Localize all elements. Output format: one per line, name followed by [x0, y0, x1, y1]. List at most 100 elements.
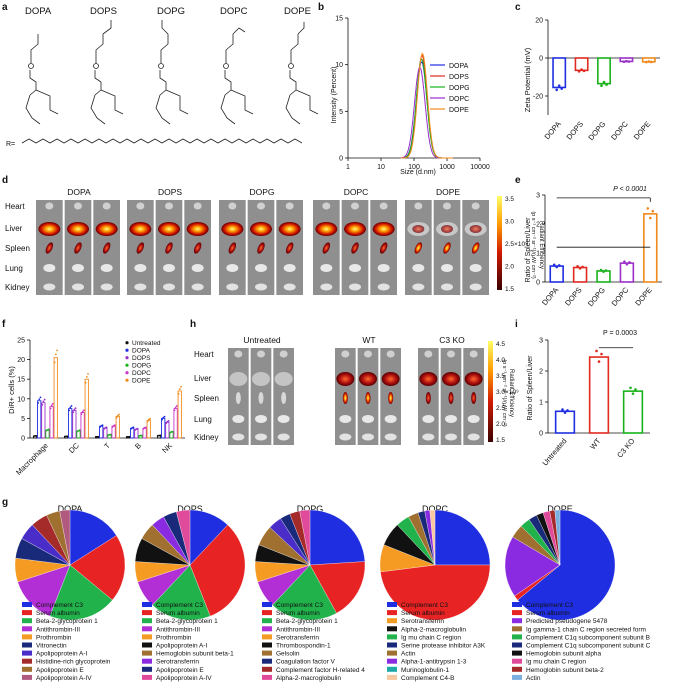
legend-label: Apolipoprotein A-I — [36, 651, 88, 658]
x-tick-label: 1 — [346, 164, 350, 171]
panel-i-spleen-liver-ratio: Ratio of Spleen/Liver P = 0.0003 0 1 2 3 Unt… — [527, 330, 650, 468]
legend-swatch — [142, 674, 152, 680]
data-point — [37, 402, 39, 404]
data-point — [115, 416, 118, 419]
data-point — [634, 388, 637, 391]
pie-slice — [49, 564, 113, 621]
heart-tissue — [102, 202, 111, 210]
legend-label: Hemoglobin subunit alpha — [526, 651, 602, 658]
x-tick-label: DOPA — [540, 286, 560, 308]
lung-tissue — [320, 264, 333, 272]
legend-swatch — [142, 634, 152, 640]
spleen-signal — [425, 392, 431, 404]
y-axis-label: Intensity (Percent) — [331, 67, 338, 124]
spleen-signal — [193, 242, 202, 254]
legend-swatch — [22, 658, 32, 664]
data-point — [581, 265, 584, 269]
bar-dc-dopa — [68, 408, 73, 439]
headgroup-chain — [30, 34, 39, 63]
x-tick-label: 1000 — [439, 164, 455, 171]
heart-tissue — [136, 202, 145, 210]
lung-tissue — [255, 415, 267, 423]
legend-label: Hemoglobin subunit beta-2 — [526, 667, 604, 674]
heart-tissue — [386, 350, 395, 358]
spleen-signal — [342, 392, 348, 404]
y-tick-label: 10 — [335, 62, 343, 69]
lung-tissue — [445, 415, 457, 423]
kidney-tissue — [441, 283, 453, 291]
lung-tissue — [412, 264, 425, 272]
legend-label: DOPA — [449, 63, 469, 70]
legend-swatch — [512, 658, 522, 664]
legend-label: Histidine-rich glycoprotein — [36, 659, 111, 666]
colorbar-title: Radiant Efficiency — [508, 369, 514, 417]
legend-swatch — [387, 602, 397, 607]
panel-h-imaging: Heart Liver Spleen Lung Kidney Untreated WT C3 … — [194, 335, 519, 445]
legend-marker — [125, 371, 129, 375]
legend-swatch — [387, 626, 397, 632]
data-point — [114, 424, 116, 427]
legend-swatch — [262, 642, 272, 648]
spleen-signal — [228, 242, 237, 254]
legend-swatch — [387, 634, 397, 640]
spleen-signal — [351, 242, 359, 254]
legend-label: Complement C3 — [276, 602, 323, 609]
data-point — [178, 388, 181, 390]
spleen-signal — [388, 392, 394, 404]
legend-swatch — [142, 666, 152, 672]
bar-t-dope — [115, 415, 120, 439]
group-label-wt: WT — [362, 335, 375, 345]
kidney-tissue — [100, 283, 113, 291]
spleen-signal — [448, 392, 454, 404]
legend-swatch — [22, 642, 32, 648]
heart-tissue — [45, 202, 54, 210]
phosphate-atom — [93, 63, 99, 69]
legend-label: DOPG — [449, 85, 470, 92]
lung-tissue — [467, 415, 480, 423]
liver-signal — [67, 222, 89, 236]
pie-slice — [176, 509, 191, 566]
kidney-tissue — [283, 283, 296, 291]
data-point — [84, 381, 87, 384]
bar-c3-ko — [622, 390, 644, 434]
heart-tissue — [424, 350, 433, 358]
y-axis-label: Zeta Potential (mV) — [523, 47, 532, 112]
liver-signal — [186, 222, 209, 236]
legend-label: Gelsolin — [276, 651, 300, 658]
kidney-tissue — [191, 283, 204, 291]
data-point — [118, 413, 120, 416]
structure-skeletons — [25, 20, 319, 125]
data-point — [650, 60, 653, 64]
bar-t-dopc — [111, 425, 116, 439]
bar-dopa — [552, 57, 567, 89]
pie-title-dopc: DOPC — [422, 504, 449, 514]
data-point — [145, 426, 147, 429]
legend-label: Actin — [401, 651, 416, 658]
colorbar-units: (p s⁻¹ cm⁻² sr⁻¹)/(μW cm⁻²) — [530, 211, 536, 278]
organ-label-lung: Lung — [5, 264, 23, 273]
panel-letter-h: h — [190, 319, 196, 330]
organ-label-liver: Liver — [5, 224, 23, 233]
series-line-dope — [400, 52, 453, 159]
x-tick-label: Untreated — [540, 437, 568, 468]
organ-label-lung: Lung — [194, 415, 212, 424]
heart-tissue — [364, 350, 372, 358]
legend-label: Beta-2-glycoprotein 1 — [36, 618, 98, 625]
legend-swatch — [387, 658, 397, 664]
kidney-tissue — [277, 433, 290, 441]
pie-slice — [189, 524, 246, 617]
pie-slice — [504, 536, 561, 597]
kidney-tissue — [377, 283, 390, 291]
heart-tissue — [469, 350, 478, 358]
data-point — [69, 406, 72, 409]
data-point — [597, 360, 601, 363]
data-point — [42, 400, 45, 403]
legend-swatch — [387, 674, 397, 680]
legend-swatch — [22, 602, 32, 607]
legend-label: DOPA — [132, 348, 151, 355]
bar-nk-dope — [177, 390, 182, 439]
organ-label-kidney: Kidney — [194, 433, 218, 442]
legend-swatch — [22, 618, 32, 624]
heart-tissue — [228, 202, 237, 210]
